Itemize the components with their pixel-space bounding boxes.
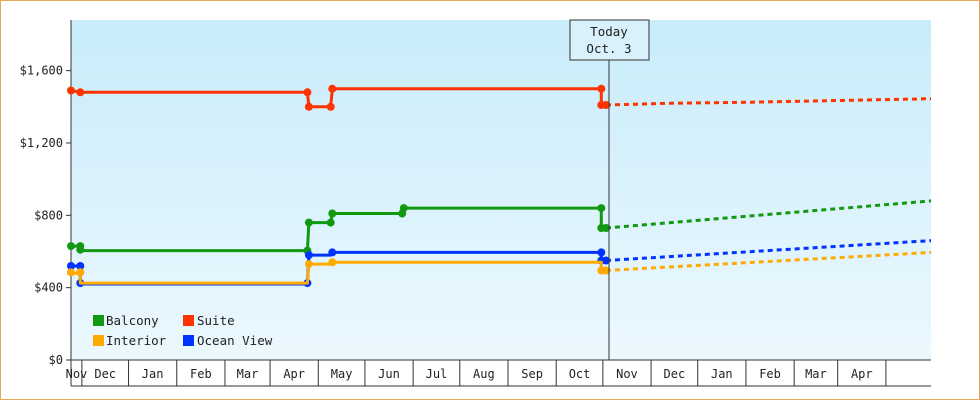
x-tick-label: Jan	[711, 367, 733, 381]
x-tick-label: Jul	[426, 367, 448, 381]
data-point	[67, 86, 75, 95]
x-tick-label: Dec	[664, 367, 686, 381]
legend-label-interior: Interior	[106, 333, 167, 348]
y-tick-label: $800	[34, 208, 63, 222]
data-point	[602, 256, 610, 265]
data-point	[328, 258, 337, 267]
x-tick-label: Aug	[473, 367, 495, 381]
forecast-line-suite	[605, 97, 932, 107]
forecast-line-balcony	[605, 199, 932, 230]
data-point	[304, 260, 313, 269]
x-tick-label: Dec	[94, 367, 116, 381]
today-label-line2: Oct. 3	[586, 41, 631, 56]
data-point	[304, 218, 313, 227]
legend-swatch-suite	[183, 315, 194, 326]
series-balcony	[67, 199, 932, 255]
data-point	[67, 242, 75, 251]
x-tick-label: Apr	[851, 367, 873, 381]
y-tick-label: $400	[34, 281, 63, 295]
y-tick-label: $1,600	[20, 64, 63, 78]
x-tick-label: Nov	[66, 367, 88, 381]
x-tick-label: Mar	[237, 367, 259, 381]
x-tick-label: May	[331, 367, 353, 381]
data-point	[67, 262, 75, 270]
legend-swatch-balcony	[93, 315, 104, 326]
data-point	[76, 88, 85, 97]
series-layer	[67, 84, 932, 288]
legend-swatch-interior	[93, 335, 104, 346]
y-tick-label: $1,200	[20, 136, 63, 150]
legend-label-ocean-view: Ocean View	[197, 333, 273, 348]
x-tick-label: Jan	[142, 367, 164, 381]
legend-label-balcony: Balcony	[106, 313, 159, 328]
today-label-line1: Today	[590, 24, 628, 39]
series-suite	[67, 84, 932, 111]
plot-background	[71, 20, 931, 360]
legend: Balcony Suite Interior Ocean View	[93, 313, 273, 348]
x-tick-label: Jun	[378, 367, 400, 381]
data-point	[597, 248, 606, 257]
data-point	[597, 204, 606, 213]
data-point	[304, 102, 313, 111]
today-box	[569, 19, 650, 61]
data-point	[602, 101, 610, 109]
x-tick-label: Apr	[283, 367, 305, 381]
data-point	[328, 209, 337, 218]
x-tick-label: Oct	[569, 367, 591, 381]
x-tick-label: Mar	[805, 367, 827, 381]
forecast-line-ocean-view	[605, 239, 932, 262]
series-interior	[67, 250, 932, 285]
x-tick-label: Nov	[616, 367, 638, 381]
data-point	[399, 204, 408, 213]
data-point	[304, 251, 313, 260]
data-point	[76, 268, 85, 277]
data-point	[602, 224, 610, 232]
x-tick-label: Sep	[521, 367, 543, 381]
x-tick-label: Feb	[759, 367, 781, 381]
legend-swatch-ocean-view	[183, 335, 194, 346]
data-point	[76, 262, 85, 270]
forecast-line-interior	[605, 250, 932, 272]
data-point	[328, 84, 337, 93]
data-point	[326, 218, 335, 227]
series-line-interior	[71, 260, 606, 285]
data-point	[597, 84, 606, 93]
data-point	[67, 268, 75, 277]
x-tick-label: Feb	[190, 367, 212, 381]
data-point	[602, 266, 610, 275]
y-tick-label: $0	[49, 353, 63, 367]
data-point	[326, 102, 335, 111]
data-point	[328, 248, 337, 257]
data-point	[76, 245, 85, 254]
data-point	[303, 88, 312, 97]
today-marker: Today Oct. 3	[569, 19, 650, 360]
legend-label-suite: Suite	[197, 313, 235, 328]
axes: $0 $400 $800 $1,200 $1,600 Nov Dec Jan Feb Mar Apr…	[20, 20, 931, 387]
